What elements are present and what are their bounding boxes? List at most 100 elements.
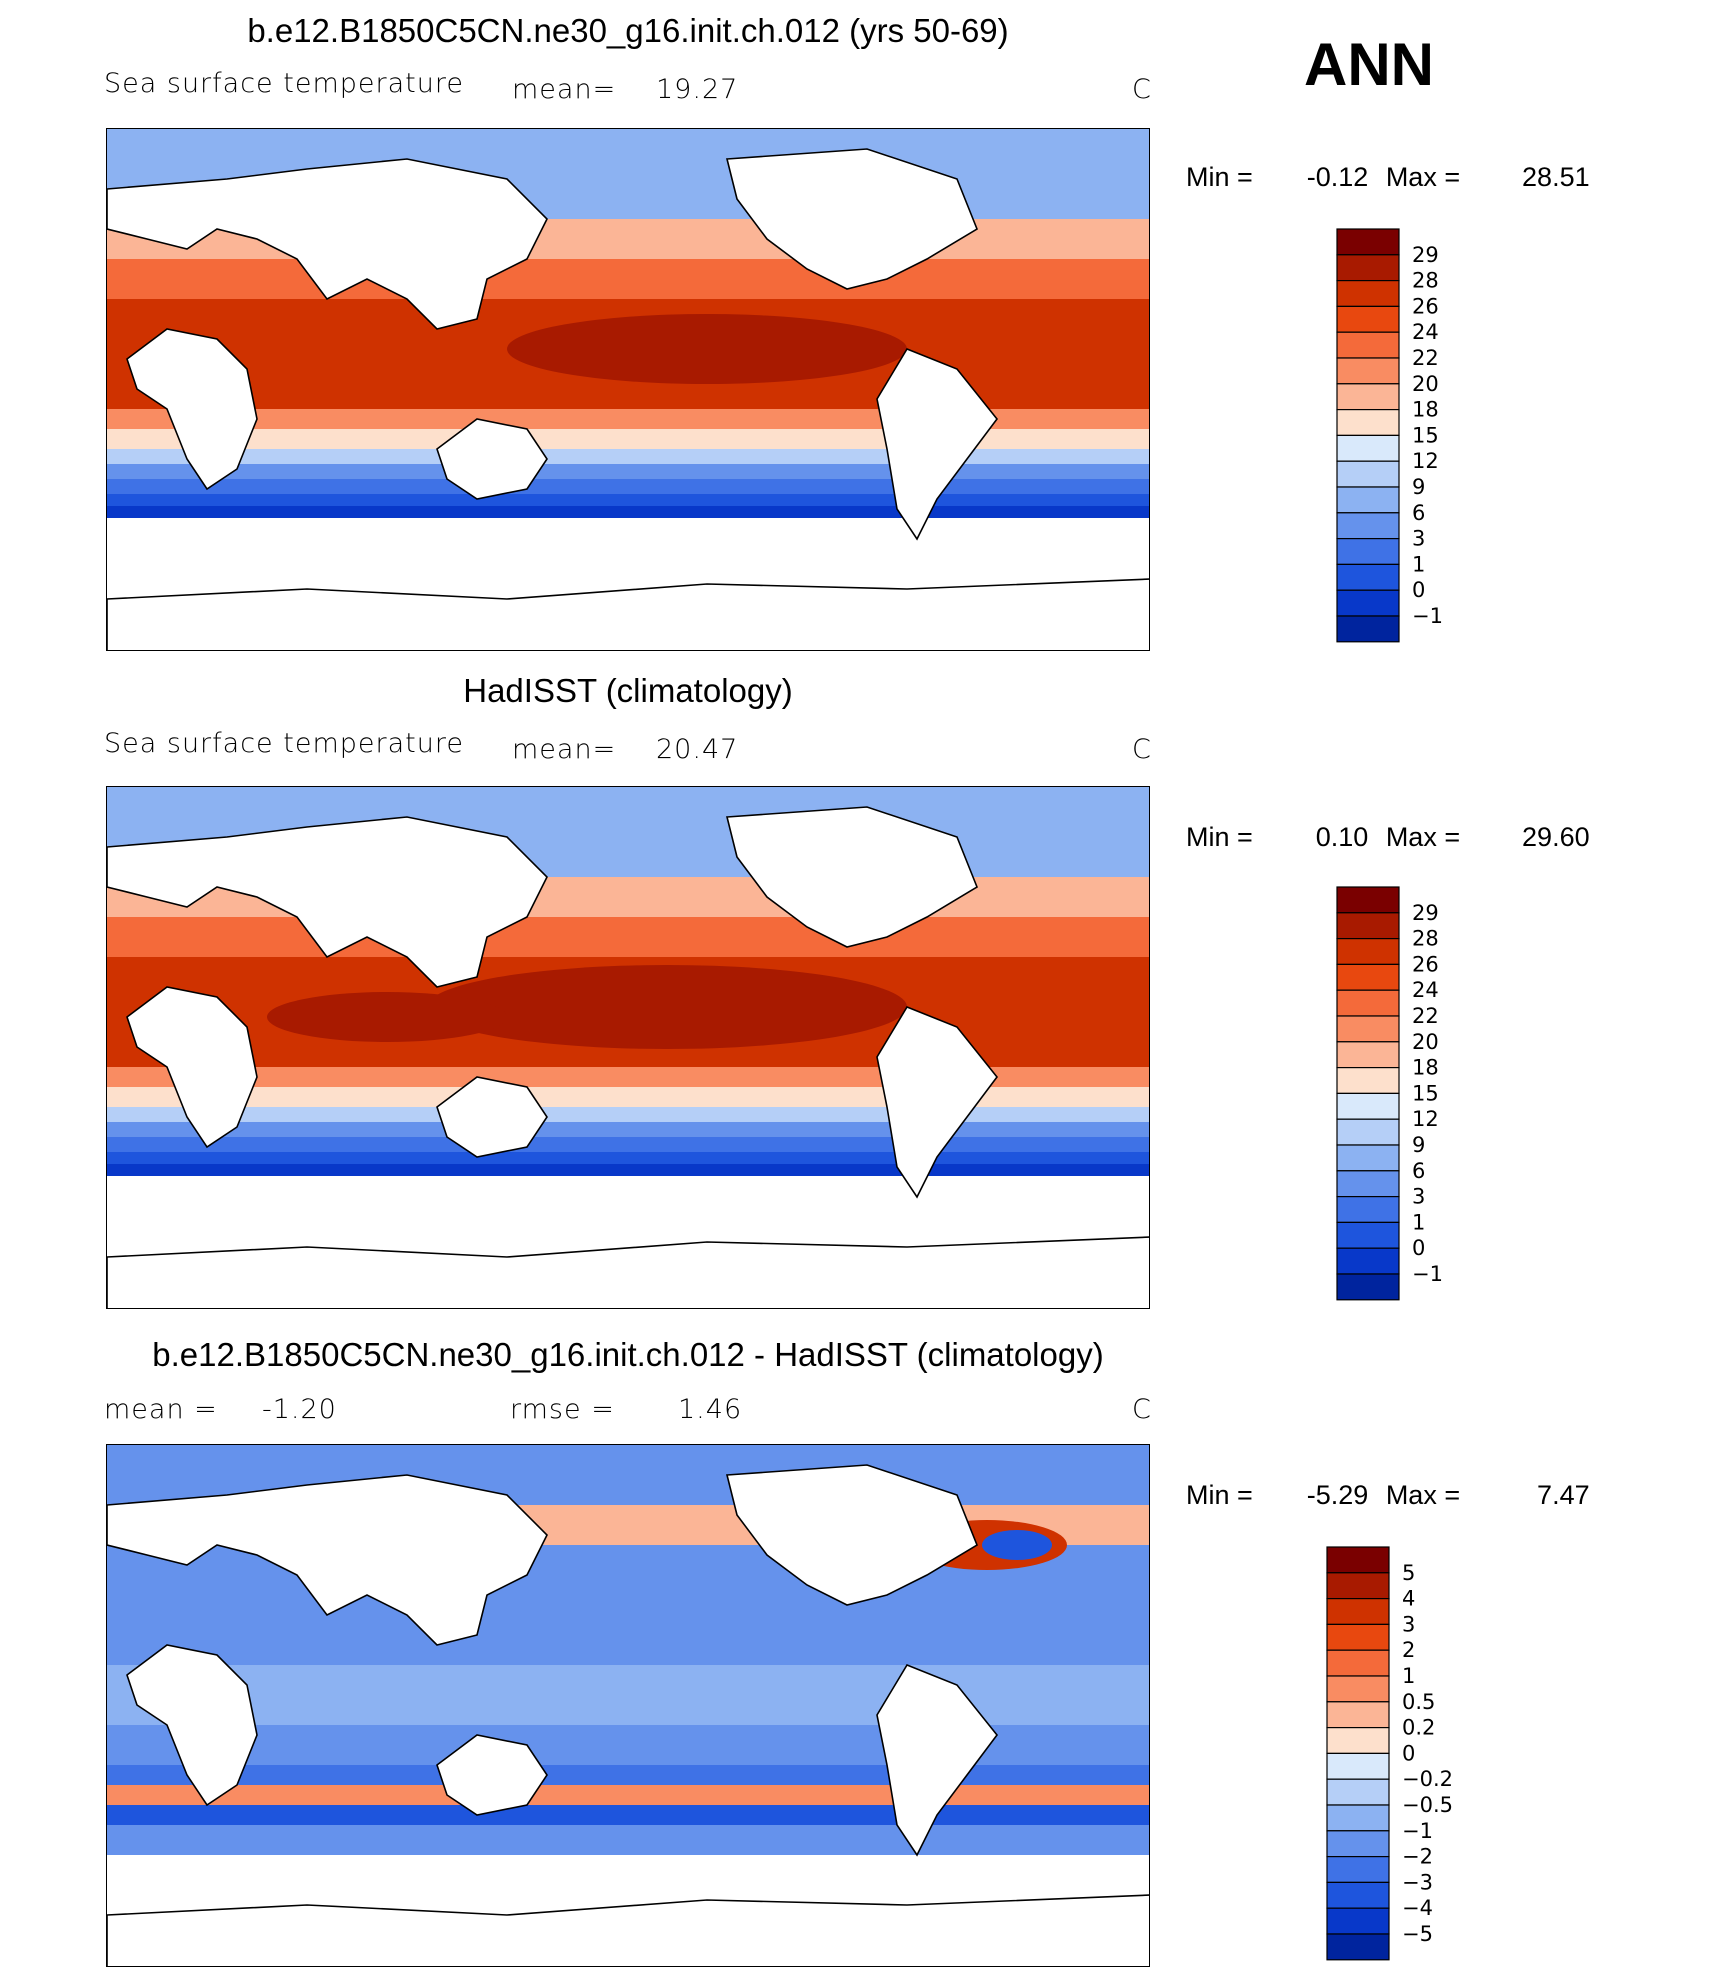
colorbar-box [1336, 886, 1400, 914]
colorbar-box [1336, 460, 1400, 488]
colorbar-box [1326, 1933, 1390, 1961]
colorbar-box [1326, 1752, 1390, 1780]
colorbar-box [1336, 1196, 1400, 1224]
panel-2-max-label: Max = [1385, 822, 1461, 852]
colorbar-label: 28 [1412, 269, 1439, 293]
colorbar-box [1326, 1675, 1390, 1703]
colorbar-label: 18 [1412, 1056, 1439, 1080]
colorbar-box [1336, 1041, 1400, 1069]
colorbar-box [1326, 1701, 1390, 1729]
colorbar-label: 3 [1402, 1612, 1415, 1636]
colorbar-label: 6 [1412, 1159, 1425, 1183]
colorbar-label: 28 [1412, 927, 1439, 951]
panel-2-min-value: 0.10 [1315, 822, 1369, 852]
colorbar-label: 24 [1412, 320, 1439, 344]
colorbar-label: 20 [1412, 372, 1439, 396]
colorbar-box [1326, 1623, 1390, 1651]
colorbar-box [1336, 305, 1400, 333]
colorbar-box [1336, 615, 1400, 643]
panel-3-mean-label: mean = [104, 1394, 218, 1425]
colorbar-box [1336, 538, 1400, 566]
colorbar-box [1326, 1572, 1390, 1600]
panel-1-map [106, 128, 1150, 651]
colorbar-box [1336, 279, 1400, 307]
colorbar-label: 18 [1412, 398, 1439, 422]
colorbar-box [1336, 254, 1400, 282]
colorbar-label: 24 [1412, 978, 1439, 1002]
colorbar-label: 3 [1412, 527, 1425, 551]
colorbar-label: 0 [1402, 1741, 1415, 1765]
panel-1-continents [107, 148, 1149, 650]
colorbar-box [1336, 937, 1400, 965]
panel-3-continents [107, 1464, 1149, 1966]
panel-3-rmse-value: 1.46 [678, 1394, 743, 1425]
colorbar-label: 2 [1402, 1638, 1415, 1662]
colorbar-box [1336, 383, 1400, 411]
panel-3-title: b.e12.B1850C5CN.ne30_g16.init.ch.012 - H… [152, 1336, 1104, 1373]
colorbar-box [1326, 1778, 1390, 1806]
colorbar-label: −0.5 [1402, 1793, 1453, 1817]
colorbar-box [1326, 1830, 1390, 1858]
panel-3-colorbar: 5 4 3 2 1 0.5 0.2 0 −0.2 −0.5 −1 −2 −3 −4 −5 [1326, 1546, 1486, 1963]
colorbar-label: 1 [1412, 1210, 1425, 1234]
colorbar-label: 26 [1412, 294, 1439, 318]
colorbar-label: 0.2 [1402, 1716, 1435, 1740]
colorbar-label: 26 [1412, 952, 1439, 976]
colorbar-box [1336, 1273, 1400, 1301]
colorbar-box [1336, 589, 1400, 617]
panel-1-max-label: Max = [1385, 162, 1461, 192]
panel-2-map-svg [107, 787, 1149, 1308]
colorbar-label: 12 [1412, 449, 1439, 473]
colorbar-box [1336, 357, 1400, 385]
colorbar-label: 0.5 [1402, 1690, 1435, 1714]
colorbar-label: 5 [1402, 1561, 1415, 1585]
colorbar-label: −5 [1402, 1922, 1433, 1946]
colorbar-label: 1 [1402, 1664, 1415, 1688]
colorbar-box [1336, 331, 1400, 359]
colorbar-box [1336, 1144, 1400, 1172]
panel-1-title: b.e12.B1850C5CN.ne30_g16.init.ch.012 (yr… [247, 12, 1009, 49]
panel-1-variable-label: Sea surface temperature [104, 68, 464, 99]
colorbar-label: 20 [1412, 1030, 1439, 1054]
colorbar-box [1336, 1118, 1400, 1146]
colorbar-label: 9 [1412, 1133, 1425, 1157]
colorbar-box [1336, 512, 1400, 540]
panel-3-min-label: Min = [1186, 1480, 1253, 1510]
colorbar-box [1326, 1856, 1390, 1884]
colorbar-box [1336, 912, 1400, 940]
colorbar-label: −1 [1402, 1819, 1433, 1843]
colorbar-box [1336, 1247, 1400, 1275]
colorbar-label: 22 [1412, 346, 1439, 370]
colorbar-label: −1 [1412, 1262, 1443, 1286]
panel-2-continents [107, 806, 1149, 1308]
colorbar-label: −2 [1402, 1845, 1433, 1869]
colorbar-box [1326, 1597, 1390, 1625]
season-label: ANN [1304, 31, 1434, 98]
colorbar-label: −1 [1412, 604, 1443, 628]
panel-1-max-value: 28.51 [1522, 162, 1590, 192]
colorbar-label: 6 [1412, 501, 1425, 525]
colorbar-label: 15 [1412, 1081, 1439, 1105]
colorbar-label: 0 [1412, 578, 1425, 602]
colorbar-label: 1 [1412, 552, 1425, 576]
panel-3-mean-value: -1.20 [262, 1394, 337, 1425]
colorbar-box [1336, 989, 1400, 1017]
panel-2-colorbar: 29 28 26 24 22 20 18 15 12 9 6 3 1 0 −1 [1336, 886, 1496, 1303]
panel-1-map-svg [107, 129, 1149, 650]
panel-3-units: C [1132, 1394, 1152, 1425]
colorbar-label: 29 [1412, 243, 1439, 267]
colorbar-label: 15 [1412, 423, 1439, 447]
colorbar-box [1336, 434, 1400, 462]
colorbar-box [1326, 1881, 1390, 1909]
panel-2-units: C [1132, 734, 1152, 765]
colorbar-label: −4 [1402, 1896, 1433, 1920]
panel-1-mean-value: 19.27 [656, 74, 739, 105]
colorbar-label: 12 [1412, 1107, 1439, 1131]
colorbar-box [1336, 963, 1400, 991]
colorbar-label: 0 [1412, 1236, 1425, 1260]
colorbar-box [1336, 1015, 1400, 1043]
panel-3-max-value: 7.47 [1537, 1480, 1590, 1510]
panel-3-min-value: -5.29 [1306, 1480, 1369, 1510]
